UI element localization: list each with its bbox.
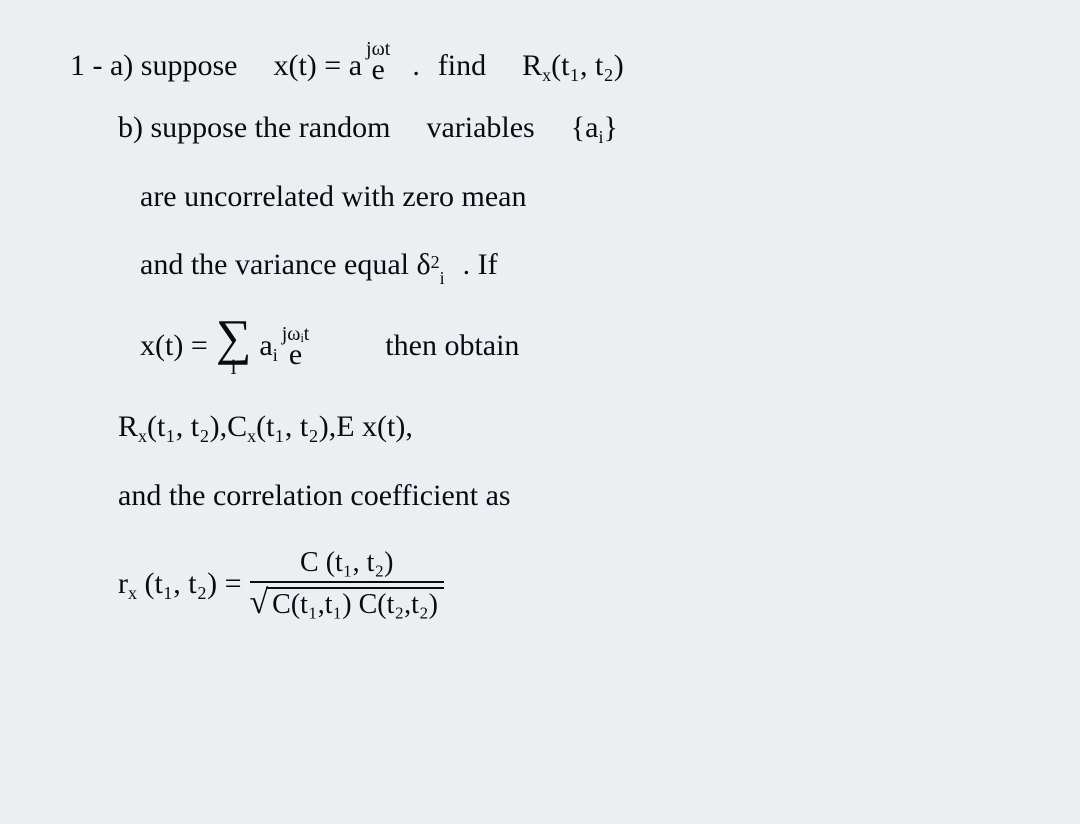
a-letter: a	[259, 329, 272, 362]
Cx: Cx(t₁, t₂)	[227, 410, 329, 445]
R-args: (t₁, t₂)	[551, 49, 624, 82]
sep2: ,	[329, 410, 337, 445]
exp-jwt-base: e	[372, 56, 385, 83]
handwritten-page: 1 - a) suppose x(t) = a jωt e . find Rx(…	[0, 0, 1080, 824]
line-4: and the variance equal δ2i . If	[140, 248, 1020, 283]
a-sub: i	[273, 345, 278, 365]
line-5: x(t) = ∑ i ai jωᵢt e then obtain	[140, 317, 1020, 377]
Rx2: Rx(t₁, t₂)	[118, 410, 220, 445]
sigma-limit: i	[231, 357, 237, 377]
Ext: E x(t)	[336, 410, 405, 445]
R-letter: R	[522, 49, 542, 82]
fraction: C (t₁, t₂) √ C(t₁,t₁) C(t₂,t₂)	[250, 547, 444, 621]
ai: ai	[259, 329, 277, 364]
R2-args: (t₁, t₂)	[147, 410, 220, 443]
q1a-label: 1 - a) suppose	[70, 49, 237, 84]
fraction-den: √ C(t₁,t₁) C(t₂,t₂)	[250, 583, 444, 621]
set-sub: i	[598, 127, 603, 147]
uncorrelated-text: are uncorrelated with zero mean	[140, 180, 526, 215]
q1b-label: b) suppose the random	[118, 111, 390, 146]
C-args: (t₁, t₂)	[256, 410, 329, 443]
set-open: {a	[571, 111, 599, 144]
exp-jwit: jωᵢt e	[282, 325, 310, 368]
r-args: (t₁, t₂) =	[145, 567, 242, 600]
rx-lhs: rx (t₁, t₂) =	[118, 567, 242, 602]
R2-letter: R	[118, 410, 138, 443]
line-2: b) suppose the random variables {ai}	[118, 111, 1020, 146]
variance-text: and the variance equal δ	[140, 248, 431, 283]
C-letter: C	[227, 410, 247, 443]
xt-eq: x(t) =	[140, 329, 208, 364]
correlation-coef-text: and the correlation coefficient as	[118, 479, 511, 514]
exp-jwit-base: e	[289, 341, 302, 368]
delta-sub: i	[440, 268, 445, 289]
sqrt-sign: √	[250, 589, 269, 616]
period: .	[412, 49, 420, 84]
then-obtain: then obtain	[385, 329, 519, 364]
find-word: find	[438, 49, 486, 84]
variables-word: variables	[426, 111, 534, 146]
line-6: Rx(t₁, t₂) , Cx(t₁, t₂) , E x(t) ,	[118, 410, 1020, 445]
line-7: and the correlation coefficient as	[118, 479, 1020, 514]
r-letter: r	[118, 567, 128, 600]
Rx: Rx(t₁, t₂)	[522, 49, 624, 84]
exp-jwt: jωt e	[366, 40, 390, 83]
sep1: ,	[220, 410, 228, 445]
delta-sup: 2	[431, 252, 440, 273]
line-1: 1 - a) suppose x(t) = a jωt e . find Rx(…	[70, 40, 1020, 83]
set-ai: {ai}	[571, 111, 618, 146]
line-3: are uncorrelated with zero mean	[140, 180, 1020, 215]
C-sub: x	[247, 426, 256, 446]
sigma: ∑ i	[216, 317, 252, 377]
if-text: . If	[463, 248, 498, 283]
R2-sub: x	[138, 426, 147, 446]
R-sub: x	[542, 65, 551, 85]
sigma-symbol: ∑	[216, 317, 252, 357]
set-close: }	[603, 111, 617, 144]
sep3: ,	[405, 410, 413, 445]
line-8: rx (t₁, t₂) = C (t₁, t₂) √ C(t₁,t₁) C(t₂…	[118, 547, 1020, 621]
xt-eq-a: x(t) = a	[273, 49, 362, 84]
fraction-num: C (t₁, t₂)	[282, 547, 411, 581]
sqrt-body: C(t₁,t₁) C(t₂,t₂)	[266, 587, 444, 621]
r-sub: x	[128, 583, 137, 603]
